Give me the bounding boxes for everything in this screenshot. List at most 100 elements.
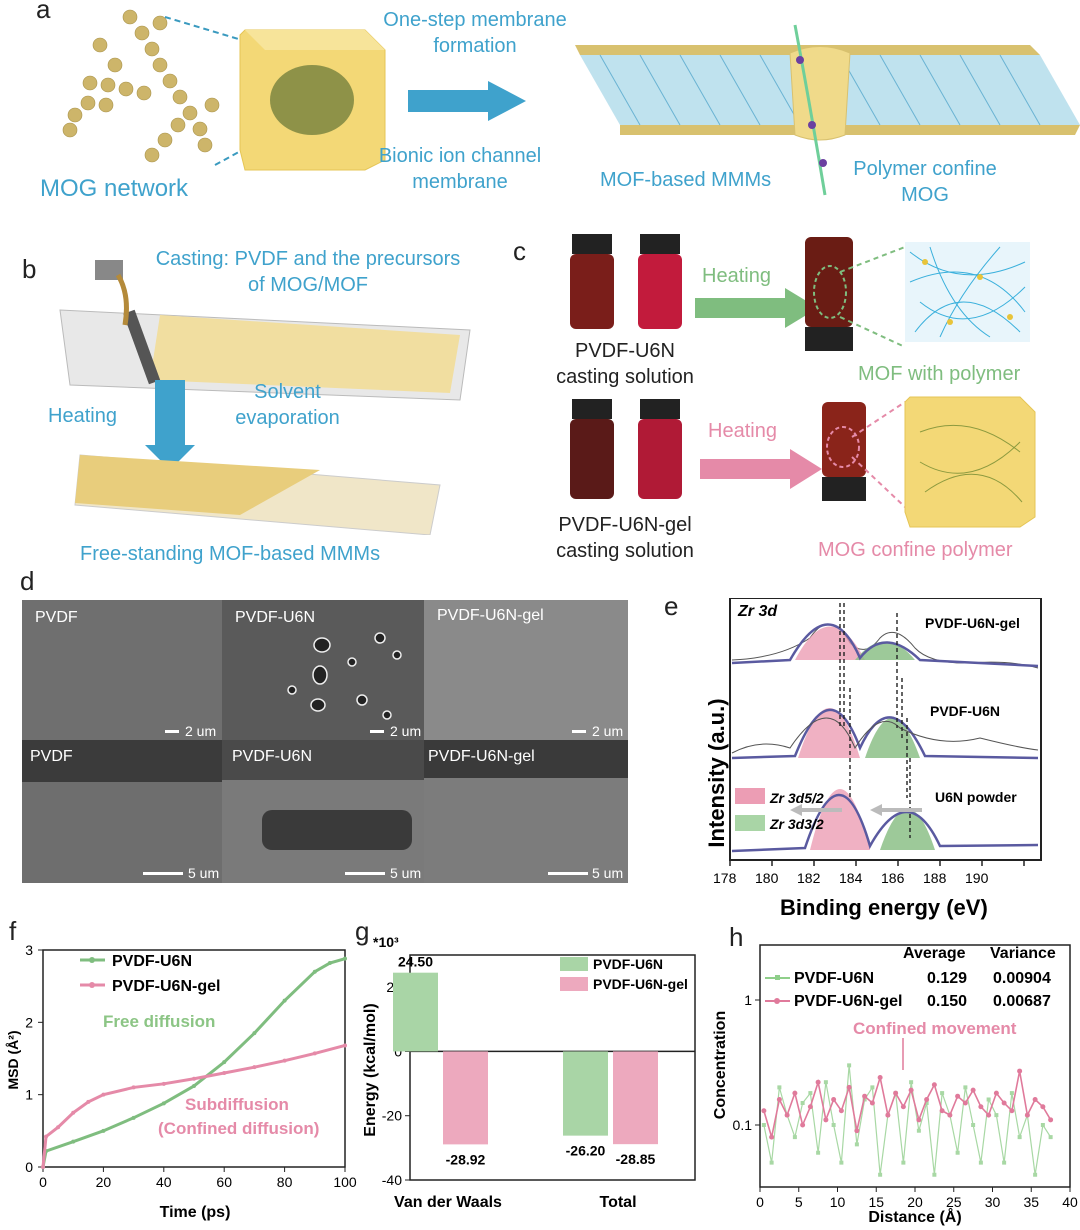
y-axis-label: Energy (kcal/mol)	[362, 1003, 379, 1136]
sem-top-3	[424, 600, 628, 740]
data-label: -28.85	[616, 1151, 656, 1167]
legend-label-0: PVDF-U6N	[593, 956, 663, 972]
data-point	[909, 1080, 914, 1085]
data-point	[878, 1172, 883, 1177]
heating-c2-label: Heating	[708, 420, 777, 442]
sem-bottom-3	[424, 740, 628, 883]
data-point	[916, 1128, 921, 1133]
data-point	[908, 1087, 914, 1093]
category-label: Van der Waals	[394, 1194, 502, 1211]
data-point	[978, 1160, 983, 1165]
data-point	[838, 1108, 844, 1114]
casting-label: Casting: PVDF and the precursors of MOG/M…	[155, 248, 461, 296]
x-axis-label: Distance (Å)	[868, 1207, 961, 1226]
x-tick-label: 20	[96, 1174, 112, 1190]
data-point	[893, 1090, 899, 1096]
legend-label-0: PVDF-U6N	[794, 970, 874, 987]
msd-chart: 0 20 40 60 80 100 0 1 2 3 PVDF-U6N PVDF-U6N-gel Free…	[5, 942, 357, 1221]
data-point	[839, 1160, 844, 1165]
data-point	[955, 1093, 961, 1099]
sem-label-u6n-bottom: PVDF-U6N	[232, 748, 313, 765]
data-point	[343, 1043, 347, 1048]
data-point	[784, 1112, 790, 1118]
x-tick-label: 80	[277, 1174, 293, 1190]
data-point	[41, 1165, 45, 1169]
data-point	[71, 1110, 76, 1115]
data-point	[282, 998, 287, 1003]
series-line-0	[763, 1065, 1052, 1175]
data-point	[86, 1099, 91, 1104]
plot-frame	[42, 949, 346, 1168]
annotation-confined: Confined movement	[853, 1019, 1017, 1038]
xps-xtick: 190	[965, 870, 989, 886]
panel-a-illustration	[62, 9, 1080, 196]
data-point	[963, 1085, 968, 1090]
data-point	[71, 1139, 76, 1144]
data-point	[800, 1122, 806, 1128]
sem-bottom-1	[22, 740, 222, 883]
x-tick-label: 60	[216, 1174, 232, 1190]
legend-swatch-0	[560, 957, 588, 971]
xps-xtick: 186	[881, 870, 905, 886]
annotation-sub: Subdiffusion	[185, 1095, 289, 1114]
data-point	[870, 1085, 875, 1090]
data-point	[222, 1060, 227, 1065]
polymer-confine-label: Polymer confine MOG	[853, 158, 997, 206]
data-point	[862, 1093, 868, 1099]
data-point	[1001, 1100, 1007, 1106]
data-point	[885, 1112, 891, 1118]
data-point	[932, 1172, 937, 1177]
data-point	[56, 1125, 61, 1130]
data-point	[978, 1104, 984, 1110]
data-point	[1002, 1160, 1007, 1165]
data-point	[869, 1100, 875, 1106]
xps-xtick: 182	[797, 870, 821, 886]
data-point	[252, 1065, 257, 1070]
category-label: Total	[599, 1194, 636, 1211]
plot-frame	[409, 954, 696, 1181]
panel-c-illustration	[570, 234, 1036, 528]
scale-bar	[345, 872, 385, 875]
scale-label: 5 um	[390, 865, 422, 881]
y-tick-label: 1	[744, 992, 752, 1008]
table-header-average: Average	[903, 945, 966, 962]
variance-value-1: 0.00687	[993, 993, 1051, 1010]
legend-marker-1	[774, 998, 780, 1004]
data-point	[816, 1150, 821, 1155]
data-point	[761, 1108, 767, 1114]
data-point	[131, 1085, 136, 1090]
scale-label: 5 um	[188, 865, 220, 881]
y-tick-label: 2	[25, 1014, 33, 1030]
data-point	[192, 1083, 196, 1088]
data-point	[854, 1128, 860, 1134]
data-point	[312, 969, 317, 974]
scale-label: 5 um	[592, 865, 624, 881]
data-point	[970, 1087, 976, 1093]
data-point	[854, 1142, 859, 1147]
mof-mmms-label: MOF-based MMMs	[600, 169, 772, 191]
legend-label-1: PVDF-U6N-gel	[794, 993, 902, 1010]
sol2-label: PVDF-U6N-gel casting solution	[556, 514, 694, 562]
data-point	[1032, 1096, 1038, 1102]
data-point	[282, 1058, 287, 1063]
legend-label-1: PVDF-U6N-gel	[112, 978, 220, 995]
panel-c-label: c	[513, 236, 526, 266]
panel-d-label: d	[20, 566, 35, 596]
data-point	[1009, 1108, 1015, 1114]
data-point	[947, 1112, 953, 1118]
y-tick-label: -20	[382, 1108, 402, 1124]
scale-bar	[572, 730, 586, 733]
data-point	[44, 1134, 49, 1139]
xps-xtick: 178	[713, 870, 737, 886]
legend-marker-0	[89, 957, 95, 963]
x-tick-label: 25	[946, 1194, 962, 1210]
y-axis-label: Concentration	[712, 1011, 729, 1119]
scale-label: 2 um	[390, 723, 422, 739]
multiplier: *10³	[373, 934, 399, 950]
scale-bar	[548, 872, 588, 875]
data-point	[916, 1117, 922, 1123]
solvent-label: Solvent evaporation	[235, 381, 340, 429]
sem-label-gel-top: PVDF-U6N-gel	[437, 607, 544, 624]
data-point	[808, 1091, 813, 1096]
sem-label-pvdf-top: PVDF	[35, 609, 78, 626]
